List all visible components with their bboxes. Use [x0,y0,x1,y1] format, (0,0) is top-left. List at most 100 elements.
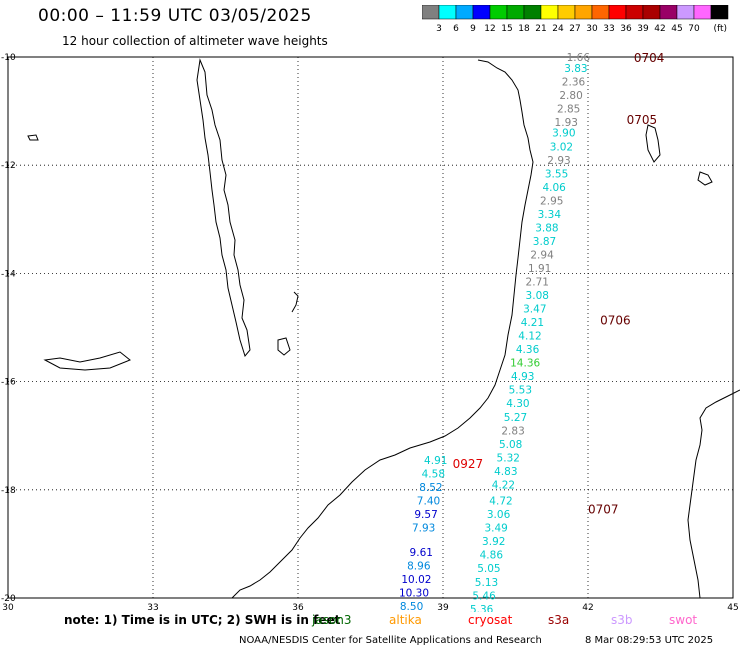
comoros-island [645,124,661,163]
wave-height-value: 2.85 [557,103,580,115]
wave-height-value: 4.36 [516,344,540,356]
pass-time-label: 0707 [588,503,619,517]
river-shire [291,291,299,313]
credit-line: NOAA/NESDIS Center for Satellite Applica… [239,635,542,646]
wave-height-value: 2.95 [540,195,563,207]
wave-height-value: 2.93 [547,155,570,167]
wave-height-value: 5.27 [504,412,527,424]
wave-height-value: 2.80 [559,90,582,102]
wave-height-value: 2.36 [562,76,586,88]
wave-height-value: 2.71 [526,277,549,289]
y-tick-label: -10 [1,53,16,63]
mayotte-island [697,171,713,186]
wave-height-value: 3.47 [523,304,546,316]
wave-height-value: 8.52 [419,482,442,494]
wave-height-value: 5.36 [470,604,494,612]
lake-kariba [43,351,131,371]
x-tick-label: 36 [292,603,304,612]
satellite-legend-jason3: jason3 [312,613,352,627]
x-tick-label: 39 [437,603,449,612]
colorbar-label: 33 [603,24,614,34]
wave-height-value: 3.87 [533,236,556,248]
wave-height-value: 3.88 [535,222,558,234]
altimeter-tracks: 1.663.832.36 2.802.85 1.93 0704 3.903.02 2.93… [399,51,664,612]
colorbar-label: 45 [671,24,682,34]
x-tick-label: 42 [582,603,593,612]
colorbar-label: 12 [484,24,495,34]
wave-height-value: 4.83 [494,466,517,478]
wave-height-value: 3.90 [552,128,575,140]
wave-height-value: 3.08 [526,290,549,302]
wave-height-value: 1.93 [555,117,578,129]
x-tick-label: 45 [727,603,738,612]
wave-height-value: 3.55 [545,168,568,180]
render-timestamp: 8 Mar 08:29:53 UTC 2025 [585,635,714,646]
satellite-legend-s3a: s3a [548,613,570,627]
x-tick-label: 33 [147,603,158,612]
y-tick-label: -20 [1,594,16,604]
satellite-legend-cryosat: cryosat [468,613,513,627]
wave-height-value: 4.12 [518,331,541,343]
pass-time-label: 0706 [600,313,631,327]
wave-height-value: 2.83 [501,425,524,437]
africa-east-coast [231,59,534,599]
wave-height-value: 4.06 [542,182,566,194]
wave-height-value: 10.30 [399,588,429,600]
wave-height-value: 3.92 [482,536,505,548]
wave-height-value: 2.94 [530,249,554,261]
colorbar-label: 21 [535,24,546,34]
wave-height-value: 5.53 [509,385,532,397]
wave-height-value: 3.02 [550,141,573,153]
wave-height-value: 3.83 [564,63,587,75]
wave-height-value: 8.96 [407,561,431,573]
coastline [27,58,740,599]
colorbar-label: 27 [569,24,580,34]
wave-height-value: 3.34 [538,209,562,221]
wave-height-value: 4.21 [521,317,544,329]
wave-height-value: 9.61 [410,547,433,559]
colorbar-label: 9 [470,24,476,34]
wave-height-value: 5.08 [499,439,522,451]
wave-height-value: 5.32 [497,452,520,464]
colorbar-label: 24 [552,24,564,34]
wave-height-value: 1.91 [528,263,551,275]
wave-height-value: 4.30 [506,398,529,410]
pass-time-label: 0705 [627,113,658,127]
wave-height-value: 3.06 [487,509,511,521]
colorbar-label: 30 [586,24,598,34]
wave-height-value: 8.50 [400,601,423,612]
satellite-legend-swot: swot [669,613,698,627]
map-axes: 30 33 36 39 42 45 -10 -12 -14 -16 -18 -20 [1,53,739,612]
colorbar-label: 6 [453,24,459,34]
colorbar-label: 70 [688,24,700,34]
y-tick-label: -18 [1,486,16,496]
wave-height-value: 7.40 [417,496,440,508]
map-frame [7,56,734,599]
colorbar-swatch [710,5,729,20]
wave-height-value: 9.57 [414,509,437,521]
y-tick-label: -12 [1,161,16,171]
wave-height-value: 14.36 [510,358,540,370]
map-subtitle: 12 hour collection of altimeter wave hei… [62,34,328,48]
y-tick-label: -16 [1,378,16,388]
colorbar-label: 42 [654,24,665,34]
colorbar-label: 18 [518,24,530,34]
madagascar-west-coast [687,389,740,599]
wave-height-value: 7.93 [412,523,435,535]
lake-bangweulu [27,134,39,141]
wave-height-value: 4.22 [492,479,515,491]
satellite-legend-altika: altika [389,613,422,627]
colorbar-label: 39 [637,24,649,34]
wave-height-value: 1.66 [567,52,591,64]
footer-note: note: 1) Time is in UTC; 2) SWH is in fe… [64,613,341,627]
wave-height-value: 5.13 [475,577,498,589]
wave-height-value: 4.58 [422,469,445,481]
wave-height-value: 10.02 [401,574,431,586]
map-title: 00:00 – 11:59 UTC 03/05/2025 [38,6,312,26]
wave-height-value: 4.91 [424,455,447,467]
wave-height-value: 5.05 [477,563,500,575]
pass-time-label: 0927 [453,457,484,471]
wave-height-value: 4.86 [480,550,504,562]
wave-height-value: 3.49 [484,523,507,535]
wave-height-value: 5.46 [472,590,496,602]
